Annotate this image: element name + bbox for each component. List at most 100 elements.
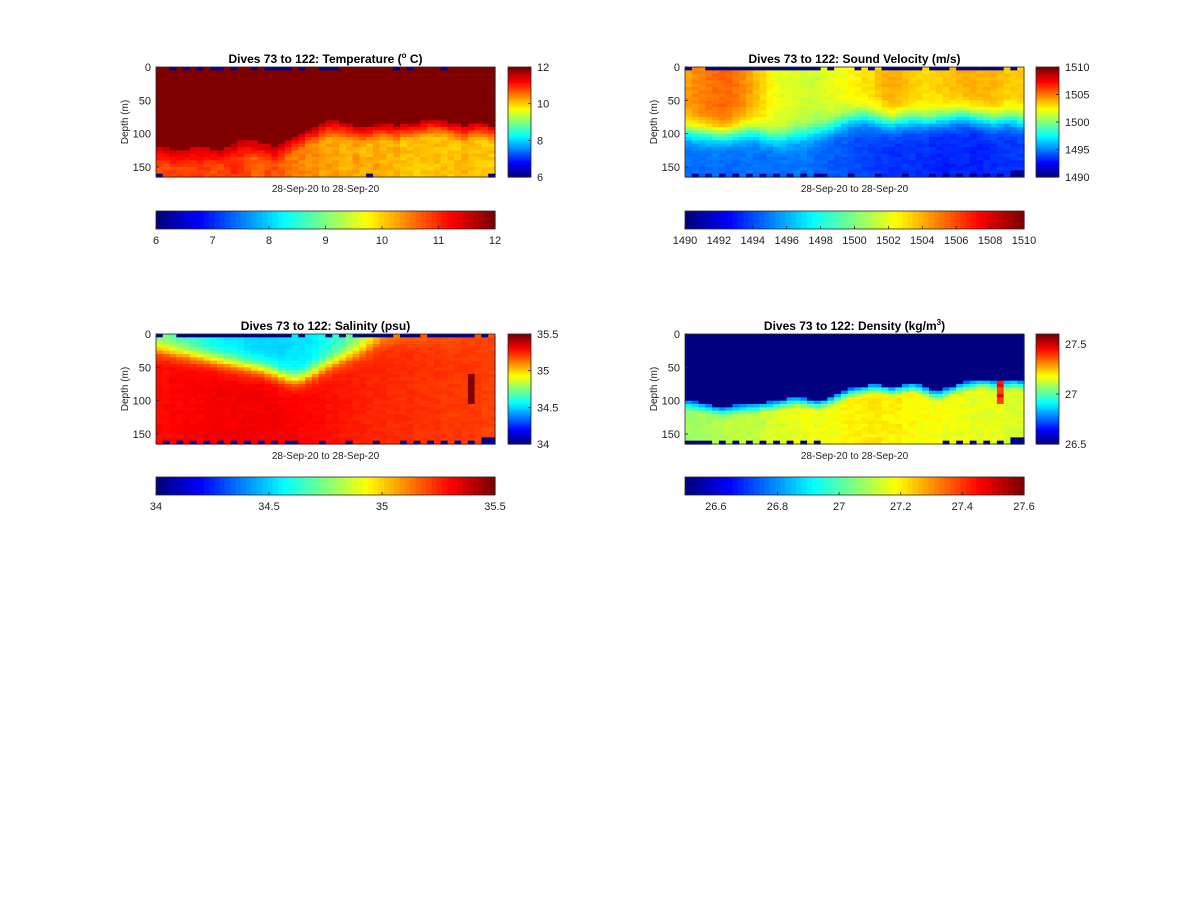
bottom-colorbar-tick-label: 1494	[741, 235, 765, 247]
y-tick-label: 0	[674, 62, 680, 74]
y-tick-label: 50	[139, 95, 151, 107]
colorbar-swatch	[357, 211, 363, 229]
colorbar-swatch	[701, 211, 707, 229]
y-tick-label: 150	[133, 162, 151, 174]
side-colorbar-tick-label: 1495	[1065, 145, 1089, 157]
colorbar-swatch	[749, 211, 755, 229]
side-colorbar-tick-label: 1510	[1065, 62, 1089, 74]
y-tick-label: 0	[145, 62, 151, 74]
colorbar-swatch	[458, 211, 464, 229]
colorbar-swatch	[812, 211, 818, 229]
colorbar-swatch	[479, 211, 485, 229]
colorbar-swatch	[690, 211, 696, 229]
colorbar-swatch	[733, 211, 739, 229]
colorbar-swatch	[156, 211, 162, 229]
colorbar-swatch	[950, 211, 956, 229]
colorbar-swatch	[881, 211, 887, 229]
colorbar-swatch	[902, 211, 908, 229]
colorbar-swatch	[257, 211, 263, 229]
colorbar-swatch	[437, 211, 443, 229]
colorbar-swatch	[892, 211, 898, 229]
bottom-colorbar-tick-label: 1506	[944, 235, 968, 247]
colorbar-swatch	[971, 211, 977, 229]
bottom-colorbar-tick-label: 1510	[1012, 235, 1036, 247]
colorbar-swatch	[405, 211, 411, 229]
colorbar-swatch	[463, 211, 469, 229]
colorbar-swatch	[204, 211, 210, 229]
side-colorbar-tick-label: 12	[537, 62, 549, 74]
title-main: Dives 73 to 122: Temperature (	[228, 52, 401, 66]
colorbar-swatch	[823, 211, 829, 229]
colorbar-swatch	[453, 211, 459, 229]
colorbar-swatch	[172, 211, 178, 229]
colorbar-swatch	[347, 211, 353, 229]
colorbar-swatch	[876, 211, 882, 229]
colorbar-swatch	[738, 211, 744, 229]
bottom-colorbar-tick-label: 1502	[876, 235, 900, 247]
colorbar-swatch	[161, 211, 167, 229]
side-colorbar-tick-label: 6	[537, 172, 543, 184]
colorbar-swatch	[754, 211, 760, 229]
colorbar-swatch	[870, 211, 876, 229]
heatmap-temperature	[156, 67, 496, 178]
heatmap-sound_velocity	[685, 67, 1025, 178]
colorbar-swatch	[865, 211, 871, 229]
colorbar-swatch	[855, 211, 861, 229]
colorbar-swatch	[913, 211, 919, 229]
colorbar-swatch	[421, 211, 427, 229]
colorbar-swatch	[431, 211, 437, 229]
bottom-colorbar-tick-label: 1508	[978, 235, 1002, 247]
colorbar-swatch	[368, 211, 374, 229]
bottom-colorbar-tick-label: 9	[322, 235, 328, 247]
colorbar-swatch	[727, 211, 733, 229]
colorbar-swatch	[685, 211, 691, 229]
colorbar-swatch	[484, 211, 490, 229]
colorbar-swatch	[1003, 211, 1009, 229]
plot-title: Dives 73 to 122: Temperature (o C)	[228, 51, 422, 66]
colorbar-swatch	[177, 211, 183, 229]
colorbar-swatch	[394, 211, 400, 229]
colorbar-swatch	[304, 211, 310, 229]
y-tick-label: 100	[133, 129, 151, 141]
colorbar-swatch	[722, 211, 728, 229]
bottom-colorbar-tick-label: 12	[489, 235, 501, 247]
colorbar-swatch	[960, 211, 966, 229]
side-colorbar-tick-label: 8	[537, 135, 543, 147]
colorbar-swatch	[929, 211, 935, 229]
colorbar-swatch	[780, 211, 786, 229]
title-main: Dives 73 to 122: Sound Velocity (m/s)	[748, 52, 960, 66]
bottom-colorbar-tick-label: 7	[209, 235, 215, 247]
colorbar-swatch	[743, 211, 749, 229]
colorbar-swatch	[770, 211, 776, 229]
colorbar-swatch	[442, 211, 448, 229]
colorbar-swatch	[828, 211, 834, 229]
colorbar-swatch	[939, 211, 945, 229]
colorbar-swatch	[331, 211, 337, 229]
colorbar-swatch	[363, 211, 369, 229]
colorbar-swatch	[410, 211, 416, 229]
colorbar-swatch	[167, 211, 173, 229]
colorbar-swatch	[469, 211, 475, 229]
colorbar-swatch	[251, 211, 257, 229]
colorbar-swatch	[384, 211, 390, 229]
colorbar-swatch	[193, 211, 199, 229]
colorbar-swatch	[802, 211, 808, 229]
colorbar-swatch	[775, 211, 781, 229]
bottom-colorbar-tick-label: 11	[433, 235, 444, 247]
colorbar-swatch	[225, 211, 231, 229]
panel-temperature: Dives 73 to 122: Temperature (o C) 0 50 100…	[120, 51, 549, 247]
colorbar-swatch	[839, 211, 845, 229]
colorbar-swatch	[796, 211, 802, 229]
colorbar-swatch	[907, 211, 913, 229]
colorbar-swatch	[299, 211, 305, 229]
colorbar-swatch	[336, 211, 342, 229]
colorbar-swatch	[288, 211, 294, 229]
colorbar-swatch	[267, 211, 273, 229]
colorbar-swatch	[246, 211, 252, 229]
colorbar-swatch	[897, 211, 903, 229]
colorbar-swatch	[188, 211, 194, 229]
